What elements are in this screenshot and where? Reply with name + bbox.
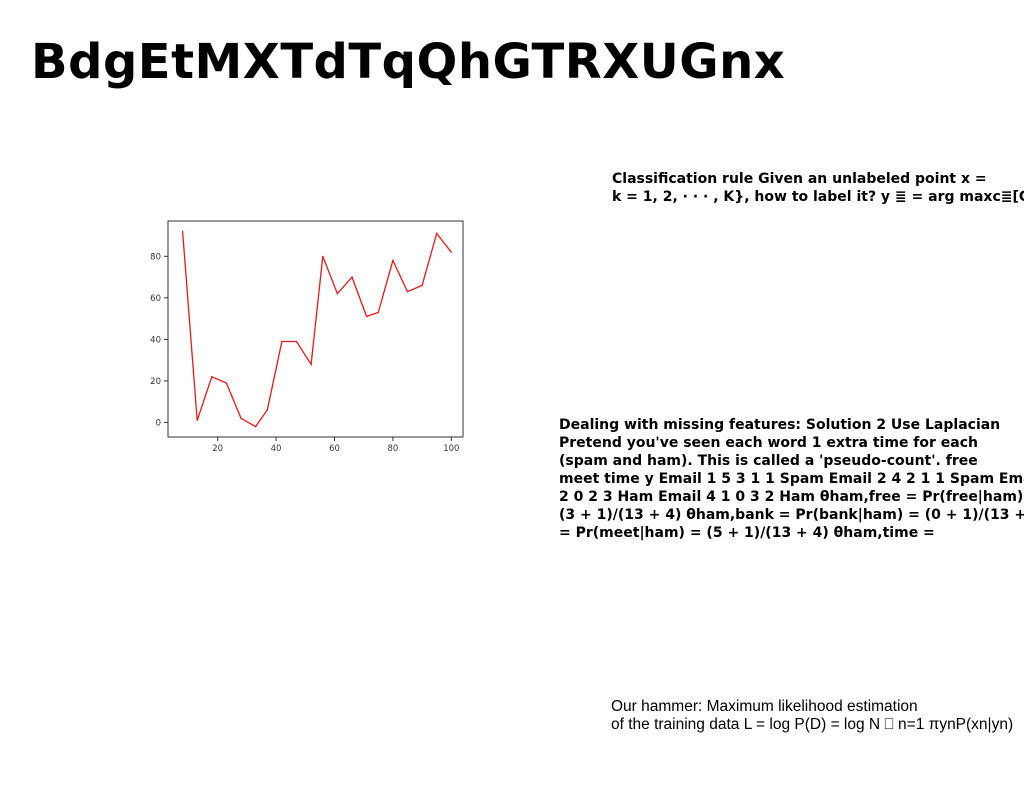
hammer-text: Our hammer: Maximum likelihood estimatio… <box>611 698 1024 734</box>
data-point-14 <box>377 311 379 313</box>
data-point-5 <box>255 426 257 428</box>
data-point-12 <box>351 276 353 278</box>
y-tick-label-20: 20 <box>150 377 161 387</box>
data-point-10 <box>322 255 324 257</box>
missing-features-line-1: Dealing with missing features: Solution … <box>559 417 1001 433</box>
missing-features-line-7: = Pr(meet|ham) = (5 + 1)/(13 + 4) θham,t… <box>559 525 935 541</box>
x-tick-label-40: 40 <box>271 444 282 454</box>
data-point-17 <box>421 284 423 286</box>
data-point-1 <box>196 419 198 421</box>
data-point-18 <box>436 232 438 235</box>
data-point-3 <box>225 382 228 384</box>
data-point-16 <box>406 291 409 293</box>
series-line <box>181 231 452 428</box>
data-point-4 <box>240 417 242 419</box>
y-tick-label-0: 0 <box>156 418 161 428</box>
data-point-7 <box>281 340 283 343</box>
data-point-19 <box>450 251 452 253</box>
classification-line-2: k = 1, 2, · · · , K}, how to label it? y… <box>612 189 1024 205</box>
missing-features-line-5: 2 0 2 3 Ham Email 4 1 0 3 2 Ham θham,fre… <box>559 489 1024 505</box>
data-point-0 <box>182 230 184 232</box>
data-point-8 <box>295 340 298 343</box>
page-title: BdgEtMXTdTqQhGTRXUGnx <box>31 34 786 90</box>
plot-frame <box>167 220 464 438</box>
data-point-2 <box>211 376 213 378</box>
line-chart-svg: 20 40 60 80 100 0 20 40 60 80 <box>150 220 464 454</box>
data-point-9 <box>310 363 312 365</box>
hammer-line-2: of the training data L = log P(D) = log … <box>611 716 1014 733</box>
y-tick-label-80: 80 <box>150 252 161 262</box>
missing-features-line-3: (spam and ham). This is called a 'pseudo… <box>559 453 978 469</box>
x-tick-label-60: 60 <box>329 444 340 454</box>
data-point-11 <box>336 293 339 295</box>
y-tick-label-60: 60 <box>150 294 161 304</box>
data-point-15 <box>392 259 394 262</box>
classification-line-1: Classification rule Given an unlabeled p… <box>612 171 987 187</box>
x-tick-label-100: 100 <box>443 444 459 454</box>
missing-features-line-4: meet time y Email 1 5 3 1 1 Spam Email 2… <box>559 471 1024 487</box>
data-point-13 <box>366 315 368 318</box>
x-tick-label-20: 20 <box>212 444 223 454</box>
hammer-line-1: Our hammer: Maximum likelihood estimatio… <box>611 698 918 715</box>
line-chart: 20 40 60 80 100 0 20 40 60 80 <box>130 210 470 459</box>
x-tick-label-80: 80 <box>387 444 398 454</box>
missing-features-text: Dealing with missing features: Solution … <box>559 416 1024 542</box>
y-tick-label-40: 40 <box>150 335 161 345</box>
missing-features-line-6: (3 + 1)/(13 + 4) θham,bank = Pr(bank|ham… <box>559 507 1024 523</box>
classification-rule-text: Classification rule Given an unlabeled p… <box>612 170 1024 206</box>
data-point-6 <box>266 409 268 411</box>
missing-features-line-2: Pretend you've seen each word 1 extra ti… <box>559 435 979 451</box>
